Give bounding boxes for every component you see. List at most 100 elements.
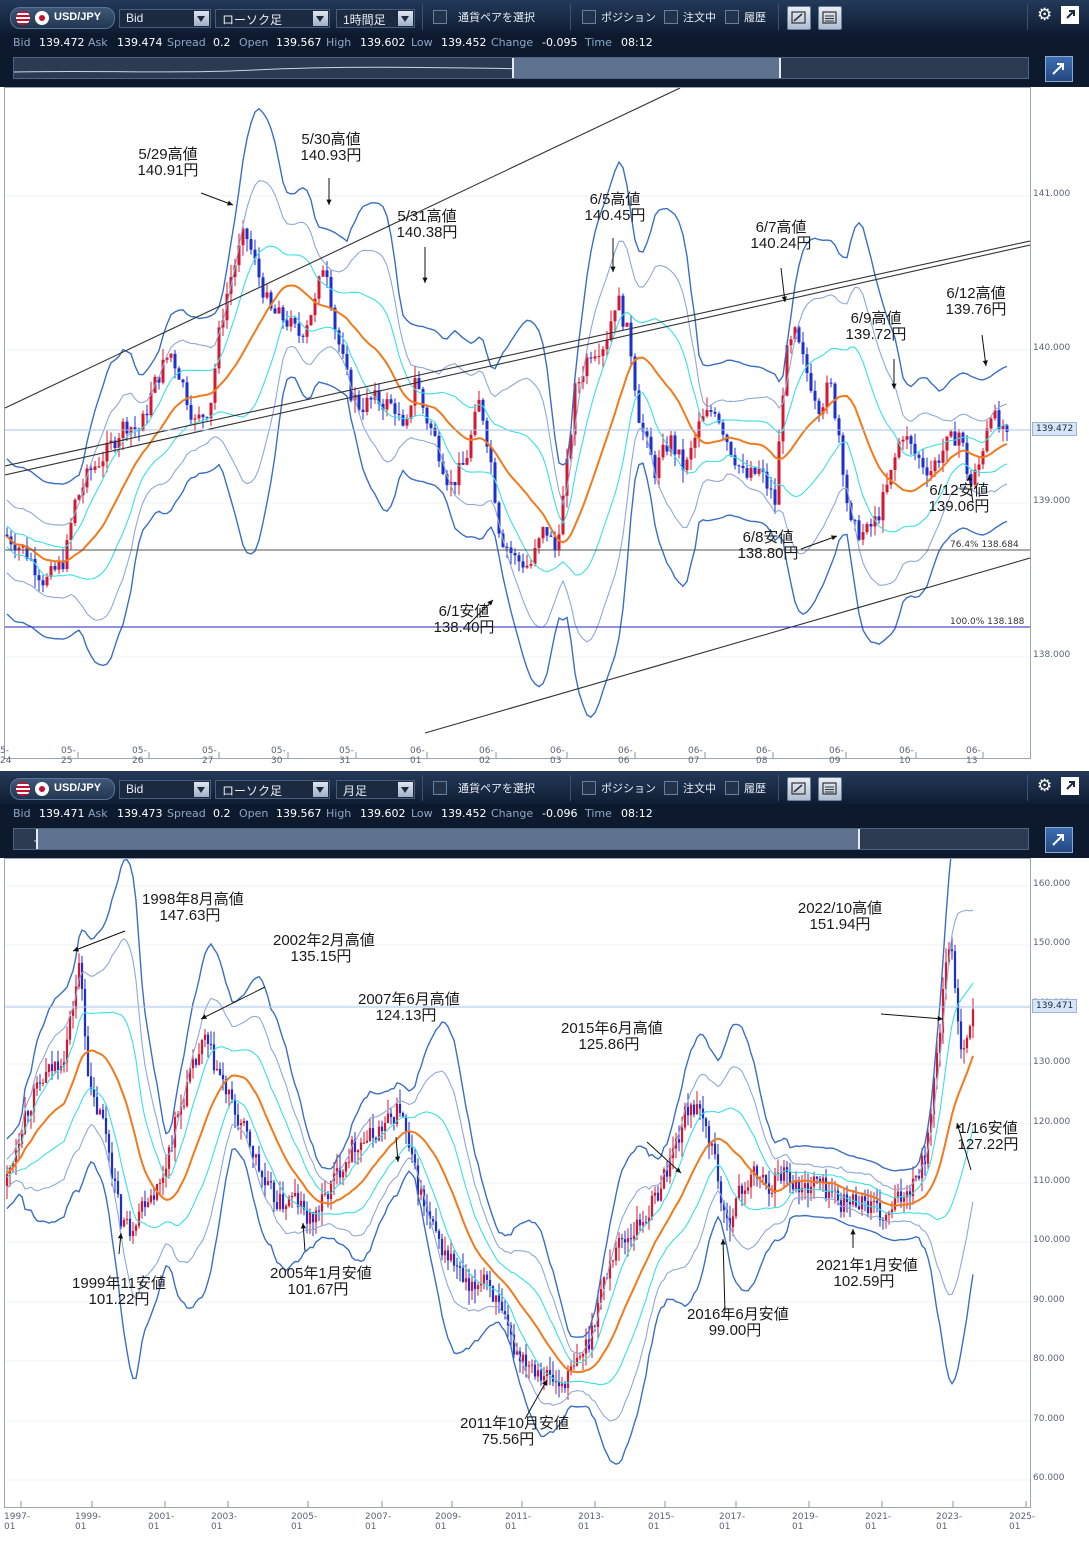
candle-body <box>777 441 781 505</box>
candle-body <box>299 1200 303 1207</box>
candle-body <box>362 1142 366 1144</box>
annotation-arrow-head <box>201 1014 207 1019</box>
candle-body <box>585 357 589 377</box>
candle-body <box>25 546 29 559</box>
annotation-arrow-head <box>227 200 233 206</box>
candle-body <box>122 1219 126 1227</box>
separator <box>570 4 571 30</box>
candle-body <box>119 1194 123 1227</box>
candle-body <box>97 466 101 468</box>
candle-body <box>344 1162 348 1172</box>
candle-body <box>314 1210 318 1223</box>
candle-body <box>863 1196 867 1201</box>
candle-body <box>500 1301 504 1312</box>
chart-type-select[interactable]: ローソク足 <box>215 9 330 28</box>
navigator-expand-button[interactable] <box>1045 827 1073 853</box>
price-chart[interactable] <box>4 858 1031 1508</box>
candle-body <box>890 1209 894 1213</box>
chart-canvas[interactable] <box>5 859 1030 1507</box>
positions-checkbox[interactable] <box>582 781 596 795</box>
candle-body <box>602 1277 606 1290</box>
navigator-track[interactable] <box>13 828 1029 850</box>
candle-body <box>962 1048 966 1050</box>
history-checkbox[interactable] <box>725 10 739 24</box>
band-upper-3 <box>6 107 1008 485</box>
candle-body <box>269 1181 273 1183</box>
candle-body <box>245 1120 249 1132</box>
candle-body <box>590 1325 594 1350</box>
candle-body <box>818 1178 822 1183</box>
annotation-title: 2002年2月高値 <box>273 932 375 949</box>
price-type-select[interactable]: Bid <box>119 9 211 28</box>
candle-body <box>33 559 37 576</box>
x-tick-label: 2003-01 <box>211 1512 238 1532</box>
chart-type-select[interactable]: ローソク足 <box>215 780 330 799</box>
candle-body <box>623 1239 627 1243</box>
price-chart[interactable]: 76.4% 138.684 100.0% 138.188 <box>4 87 1031 759</box>
candle-body <box>1001 425 1005 430</box>
gear-icon[interactable]: ⚙ <box>1037 776 1053 796</box>
candle-body <box>205 417 209 419</box>
candle-body <box>677 1139 681 1143</box>
history-checkbox[interactable] <box>725 781 739 795</box>
gear-icon[interactable]: ⚙ <box>1037 5 1053 25</box>
candle-body <box>301 335 305 337</box>
candle-body <box>752 1166 756 1175</box>
candle-body <box>284 1205 288 1210</box>
candle-body <box>491 1286 495 1302</box>
toolbar: USD/JPY Bid ローソク足 1時間足 通貨ペアを選択 ポジション 注文中… <box>0 0 1089 33</box>
annotation-arrow-head <box>956 1123 962 1129</box>
navigator-window[interactable] <box>512 58 781 78</box>
candle-body <box>521 561 525 568</box>
chart-canvas[interactable]: 76.4% 138.684 100.0% 138.188 <box>5 88 1030 758</box>
candle-body <box>110 1152 114 1179</box>
candle-body <box>65 540 69 570</box>
price-type-select[interactable]: Bid <box>119 780 211 799</box>
candle-body <box>997 410 1001 430</box>
change-value: -0.095 <box>542 36 578 49</box>
candle-body <box>167 1147 171 1169</box>
timeframe-select[interactable]: 1時間足 <box>336 9 415 28</box>
drawing-tool-button[interactable] <box>787 6 811 30</box>
candle-body <box>272 1182 276 1203</box>
chevron-down-icon <box>194 782 209 797</box>
candle-body <box>797 327 801 343</box>
candle-body <box>296 1192 300 1207</box>
annotation-label: 2016年6月安値 99.00円 <box>687 1307 789 1339</box>
expand-icon[interactable] <box>1061 6 1079 24</box>
indicator-button[interactable] <box>818 777 842 801</box>
select-pair-checkbox[interactable] <box>433 10 447 24</box>
x-tick-label: 2015-01 <box>648 1512 675 1532</box>
annotation-price: 139.06円 <box>928 498 990 515</box>
band-upper-1 <box>6 982 974 1364</box>
timeframe-select[interactable]: 月足 <box>336 780 415 799</box>
select-pair-checkbox[interactable] <box>433 781 447 795</box>
drawing-tool-button[interactable] <box>787 777 811 801</box>
indicator-button[interactable] <box>818 6 842 30</box>
candle-body <box>181 379 185 383</box>
currency-pair-button[interactable]: USD/JPY <box>10 7 115 29</box>
high-value: 139.602 <box>360 807 406 820</box>
candle-body <box>11 1162 15 1168</box>
candle-body <box>589 357 593 359</box>
positions-checkbox[interactable] <box>582 10 596 24</box>
navigator-expand-button[interactable] <box>1045 56 1073 82</box>
navigator-window[interactable] <box>36 829 860 849</box>
candle-body <box>321 270 325 277</box>
candle-body <box>740 1185 744 1194</box>
candle-body <box>749 1174 753 1188</box>
expand-icon[interactable] <box>1061 777 1079 795</box>
candle-body <box>770 1192 774 1194</box>
candle-body <box>401 1112 405 1117</box>
candle-body <box>806 1183 810 1194</box>
candle-body <box>356 1150 360 1153</box>
bid-label: Bid <box>13 807 31 820</box>
orders-checkbox[interactable] <box>664 781 678 795</box>
spread-label: Spread <box>167 807 206 820</box>
candle-body <box>957 432 961 446</box>
candle-body <box>944 962 948 990</box>
navigator-track[interactable] <box>13 57 1029 79</box>
annotation-title: 5/30高値 <box>301 131 361 148</box>
currency-pair-button[interactable]: USD/JPY <box>10 778 115 800</box>
orders-checkbox[interactable] <box>664 10 678 24</box>
